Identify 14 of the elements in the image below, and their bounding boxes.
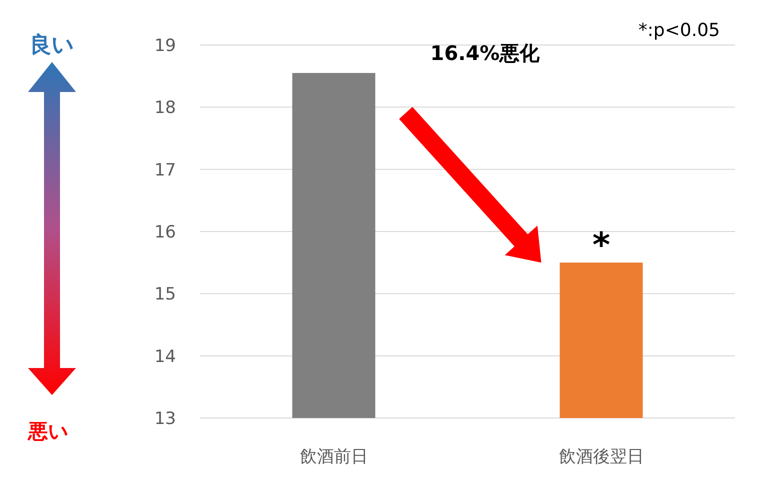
text: 良い bbox=[30, 32, 74, 58]
text: *:p<0.05 bbox=[638, 20, 720, 41]
x-tick-label: 飲酒後翌日 bbox=[558, 447, 644, 467]
x-tick-label: 飲酒前日 bbox=[300, 447, 368, 467]
y-tick-label: 14 bbox=[154, 346, 176, 367]
y-tick-label: 16 bbox=[154, 222, 176, 242]
text: 悪い bbox=[27, 419, 68, 443]
y-tick-label: 17 bbox=[154, 160, 176, 180]
y-tick-label: 18 bbox=[154, 98, 176, 118]
y-tick-label: 15 bbox=[154, 284, 176, 305]
annotation: 16.4%悪化 bbox=[430, 41, 541, 65]
annotation: * bbox=[592, 226, 610, 266]
y-tick-label: 13 bbox=[154, 409, 176, 429]
y-tick-label: 19 bbox=[154, 36, 176, 56]
